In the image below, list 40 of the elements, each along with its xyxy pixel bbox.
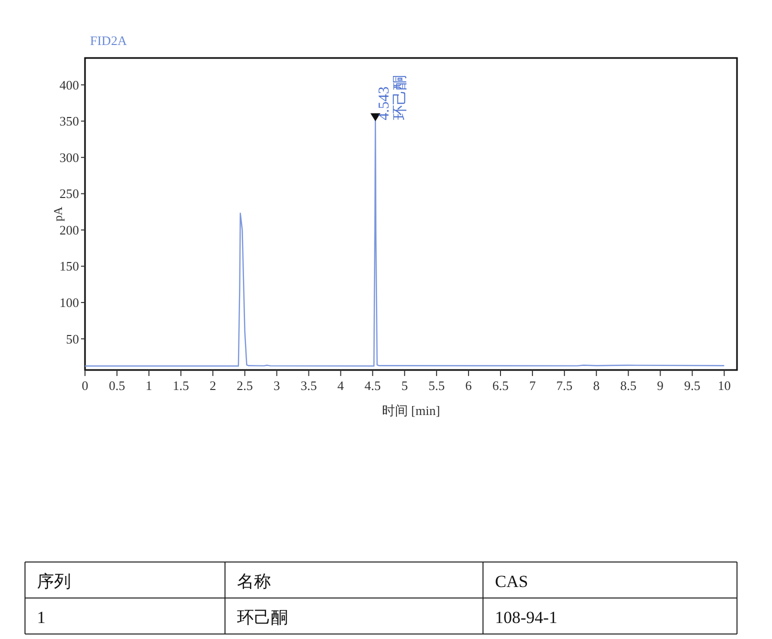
text: 108-94-1 [495, 608, 558, 627]
text: 环己酮 [237, 608, 288, 627]
y-tick-label: 400 [60, 77, 79, 92]
x-tick-label: 3 [274, 378, 280, 393]
x-tick-label: 1.5 [172, 378, 190, 393]
text: CAS [495, 572, 528, 591]
x-tick-label: 3.5 [300, 378, 317, 393]
x-tick-label: 10 [718, 378, 731, 393]
x-tick-label: 5 [401, 378, 408, 393]
text: 名称 [237, 572, 271, 591]
x-tick-label: 2 [210, 378, 216, 393]
y-tick-label: 300 [60, 150, 79, 165]
y-axis-title: pA [51, 206, 65, 222]
text: 1 [37, 608, 46, 627]
x-tick-label: 8.5 [620, 378, 636, 393]
x-tick-label: 0 [82, 378, 88, 393]
chart-title: FID2A [90, 33, 128, 48]
x-tick-label: 6.5 [492, 378, 509, 393]
x-tick-label: 2.5 [236, 378, 253, 393]
x-axis-title: 时间 [min] [382, 403, 440, 418]
y-tick-label: 150 [60, 258, 79, 274]
y-tick-label: 350 [60, 114, 79, 129]
x-tick-label: 8 [593, 378, 600, 393]
y-tick-label: 200 [60, 222, 79, 238]
annotation: 环己酮 [392, 75, 408, 120]
x-tick-label: 5.5 [428, 378, 445, 393]
x-tick-label: 6 [465, 378, 472, 393]
x-tick-label: 4.5 [364, 378, 381, 393]
annotation: 4.543 [376, 86, 392, 120]
x-tick-label: 0.5 [108, 378, 126, 393]
x-tick-label: 1 [146, 378, 152, 393]
y-tick-label: 250 [60, 186, 79, 202]
x-tick-label: 9 [657, 378, 664, 393]
x-tick-label: 4 [337, 378, 344, 393]
x-tick-label: 7.5 [556, 378, 573, 393]
x-tick-label: 9.5 [684, 378, 700, 393]
x-tick-label: 7 [529, 378, 536, 393]
text: 序列 [37, 572, 71, 591]
y-tick-label: 100 [60, 295, 79, 310]
y-tick-label: 50 [66, 331, 79, 346]
